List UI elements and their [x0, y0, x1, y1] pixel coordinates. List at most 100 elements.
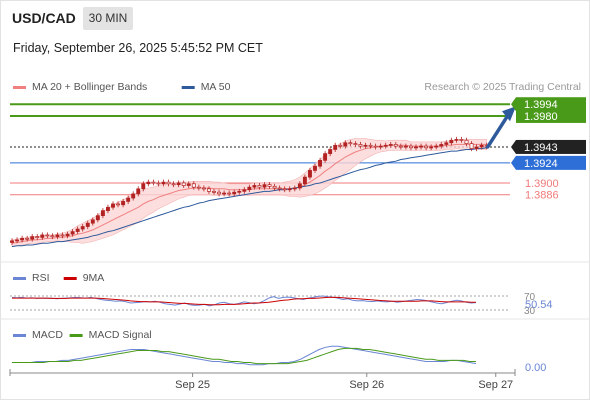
legends: MA 20 + Bollinger Bands MA 50 RSI 9MA MACD MA… — [13, 81, 581, 341]
candle-body — [419, 145, 424, 148]
candle-18 — [100, 208, 105, 219]
candle-75 — [388, 141, 393, 148]
candle-body — [252, 185, 257, 188]
candle-body — [444, 142, 449, 145]
candle-body — [378, 145, 383, 148]
candle-51 — [267, 182, 272, 189]
candle-66 — [343, 140, 348, 149]
panel-separators — [0, 261, 590, 320]
level-label-1.3886: 1.3886 — [525, 190, 559, 202]
candle-body — [328, 149, 333, 154]
candle-body — [15, 239, 19, 242]
candle-29 — [156, 180, 161, 187]
candle-body — [348, 142, 353, 145]
candle-39 — [207, 186, 211, 194]
timeframe-button[interactable]: 30 MIN — [83, 7, 133, 30]
x-tick-label-Sep 27: Sep 27 — [478, 379, 513, 391]
legend-macd-swatch-1 — [69, 334, 83, 337]
candle-34 — [181, 180, 186, 188]
candle-body — [363, 144, 368, 147]
candle-8 — [50, 233, 55, 240]
candle-1 — [15, 237, 19, 244]
candle-body — [217, 191, 221, 195]
candle-body — [35, 236, 40, 238]
candle-26 — [141, 181, 146, 192]
candle-body — [25, 237, 30, 240]
candle-68 — [353, 141, 358, 147]
candle-body — [95, 215, 100, 221]
candle-49 — [257, 182, 262, 190]
candle-body — [398, 145, 403, 148]
candle-body — [105, 206, 110, 211]
chart-datetime: Friday, September 26, 2025 5:45:52 PM CE… — [13, 41, 263, 55]
candle-body — [338, 144, 343, 147]
candle-body — [479, 144, 484, 148]
macd-panel: 0.00 — [12, 345, 546, 374]
candle-body — [136, 188, 141, 195]
candle-body — [227, 192, 232, 195]
candle-19 — [105, 204, 110, 214]
candle-body — [474, 146, 479, 149]
candle-body — [459, 139, 464, 141]
candle-body — [429, 146, 434, 149]
candle-body — [116, 203, 120, 206]
legend-main-label-0: MA 20 + Bollinger Bands — [32, 81, 147, 93]
level-tag-1.3994 — [516, 97, 586, 112]
macd-current-value: 0.00 — [525, 362, 546, 374]
candle-4 — [30, 234, 35, 242]
bollinger-band-area — [11, 138, 487, 247]
candle-body — [45, 234, 50, 237]
candle-body — [454, 139, 459, 141]
candle-body — [292, 187, 297, 190]
level-tag-pointer — [511, 139, 516, 154]
candle-47 — [247, 184, 252, 193]
candle-44 — [232, 189, 237, 197]
macd-signal-line — [12, 347, 476, 365]
candle-54 — [282, 186, 287, 193]
candle-body — [40, 234, 45, 238]
candle-5 — [35, 234, 40, 240]
candle-body — [277, 187, 282, 190]
candle-body — [171, 183, 176, 186]
level-label-1.3994: 1.3994 — [524, 99, 558, 111]
candle-30 — [161, 179, 166, 187]
candle-72 — [373, 143, 378, 150]
candle-32 — [171, 181, 176, 188]
candle-body — [383, 144, 388, 147]
candle-body — [232, 191, 237, 195]
candle-body — [242, 189, 247, 192]
candle-body — [434, 145, 439, 148]
candle-40 — [212, 188, 216, 195]
symbol-title: USD/CAD — [12, 10, 76, 26]
candle-27 — [146, 179, 151, 187]
candle-69 — [358, 141, 363, 149]
candle-23 — [126, 195, 131, 204]
ma50-line — [11, 147, 487, 248]
candle-6 — [40, 232, 45, 240]
candle-87 — [449, 137, 454, 146]
candle-body — [85, 222, 90, 227]
rsi-tick-70: 70 — [524, 292, 536, 303]
candle-25 — [136, 186, 141, 197]
x-axis: Sep 25 Sep 26 Sep 27 — [9, 369, 516, 391]
watermark: Research © 2025 Trading Central — [424, 81, 581, 93]
candle-body — [176, 182, 181, 185]
candle-91 — [469, 141, 474, 152]
candle-body — [166, 181, 171, 185]
bollinger-band — [11, 138, 487, 247]
candle-body — [65, 233, 70, 237]
candle-body — [207, 188, 211, 192]
candle-81 — [419, 143, 424, 150]
candle-84 — [434, 143, 439, 150]
level-tag-1.3980 — [516, 108, 586, 123]
candle-body — [126, 197, 131, 202]
candle-65 — [338, 142, 343, 149]
candle-9 — [55, 232, 60, 240]
legend-rsi-label-1: 9MA — [83, 272, 105, 284]
candle-body — [323, 153, 328, 161]
candle-76 — [393, 141, 398, 149]
candle-body — [75, 228, 80, 232]
candle-body — [10, 240, 14, 243]
candle-body — [313, 165, 317, 171]
